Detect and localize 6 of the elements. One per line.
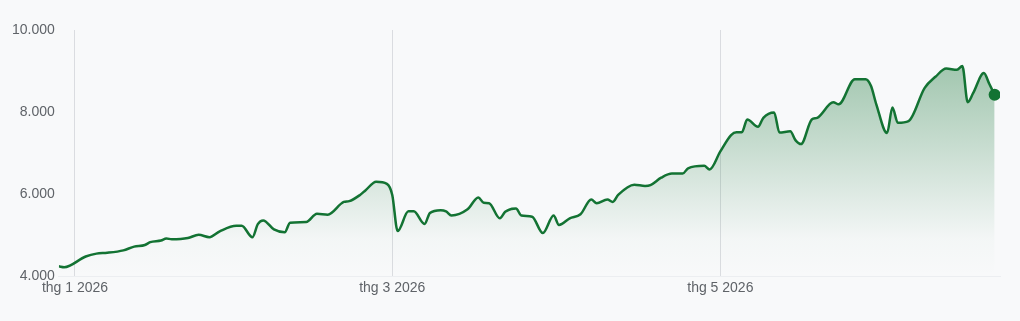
x-tick-label: thg 1 2026	[41, 279, 109, 296]
y-tick-label: 8.000	[19, 102, 56, 119]
y-tick-label: 6.000	[19, 184, 56, 201]
x-tick-label: thg 5 2026	[687, 279, 754, 296]
y-tick-label: 10.000	[11, 20, 56, 37]
x-tick-label: thg 3 2026	[359, 279, 426, 296]
